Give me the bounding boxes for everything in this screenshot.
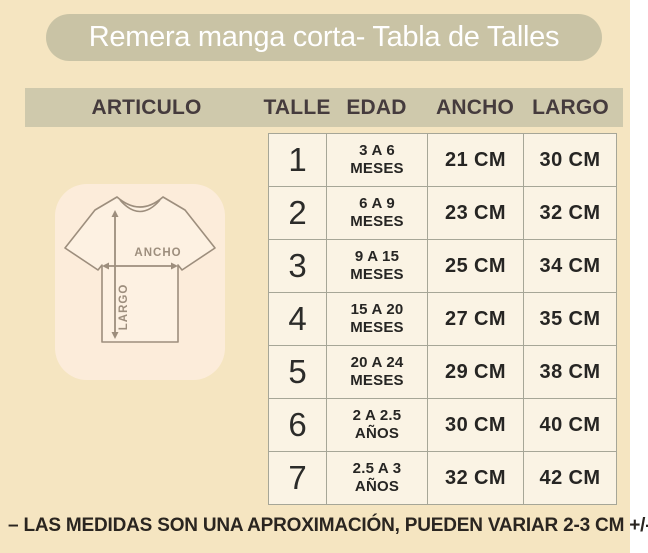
- age-line-1: 2 A 2.5: [352, 407, 402, 424]
- size-cell: 4: [269, 293, 327, 346]
- column-header-talle: TALLE: [263, 95, 331, 119]
- width-cell: 25 CM: [428, 240, 524, 293]
- size-cell: 1: [269, 134, 327, 187]
- length-cell: 42 CM: [524, 452, 617, 505]
- page-title: Remera manga corta- Tabla de Talles: [46, 14, 602, 61]
- age-line-1: 6 A 9: [359, 195, 395, 212]
- age-cell: 9 A 15 MESES: [327, 240, 428, 293]
- size-cell: 7: [269, 452, 327, 505]
- age-line-1: 15 A 20: [350, 301, 404, 318]
- age-cell: 6 A 9 MESES: [327, 187, 428, 240]
- ancho-arrow: ANCHO: [102, 247, 181, 270]
- age-line-1: 20 A 24: [350, 354, 404, 371]
- length-cell: 32 CM: [524, 187, 617, 240]
- size-cell: 3: [269, 240, 327, 293]
- length-cell: 40 CM: [524, 399, 617, 452]
- width-cell: 23 CM: [428, 187, 524, 240]
- age-line-2: MESES: [350, 372, 404, 389]
- age-line-2: AÑOS: [354, 425, 400, 442]
- size-table: 1 3 A 6 MESES 21 CM 30 CM 2 6 A 9 MESES …: [268, 133, 617, 505]
- article-diagram-panel: ANCHO LARGO: [55, 184, 225, 380]
- length-cell: 34 CM: [524, 240, 617, 293]
- age-line-2: MESES: [350, 160, 404, 177]
- width-cell: 30 CM: [428, 399, 524, 452]
- width-cell: 29 CM: [428, 346, 524, 399]
- width-cell: 27 CM: [428, 293, 524, 346]
- width-cell: 21 CM: [428, 134, 524, 187]
- width-cell: 32 CM: [428, 452, 524, 505]
- tshirt-measurement-diagram-icon: ANCHO LARGO: [64, 196, 216, 343]
- length-cell: 35 CM: [524, 293, 617, 346]
- largo-arrow: LARGO: [111, 210, 130, 339]
- age-cell: 20 A 24 MESES: [327, 346, 428, 399]
- age-line-2: MESES: [350, 319, 404, 336]
- age-line-1: 9 A 15: [354, 248, 400, 265]
- age-line-1: 3 A 6: [359, 142, 395, 159]
- age-line-2: MESES: [350, 266, 404, 283]
- column-header-ancho: ANCHO: [436, 95, 514, 119]
- age-line-2: AÑOS: [354, 478, 400, 495]
- largo-label: LARGO: [118, 284, 130, 331]
- length-cell: 38 CM: [524, 346, 617, 399]
- size-cell: 6: [269, 399, 327, 452]
- age-line-1: 2.5 A 3: [352, 460, 402, 477]
- column-header-edad: EDAD: [346, 95, 407, 119]
- column-header-articulo: ARTICULO: [91, 95, 202, 119]
- age-cell: 15 A 20 MESES: [327, 293, 428, 346]
- age-line-2: MESES: [350, 213, 404, 230]
- tshirt-outline: [64, 196, 216, 343]
- age-cell: 2.5 A 3 AÑOS: [327, 452, 428, 505]
- age-cell: 3 A 6 MESES: [327, 134, 428, 187]
- page-title-text: Remera manga corta- Tabla de Talles: [88, 21, 560, 53]
- disclaimer-note: – LAS MEDIDAS SON UNA APROXIMACIÓN, PUED…: [8, 515, 648, 536]
- size-cell: 2: [269, 187, 327, 240]
- column-header-largo: LARGO: [532, 95, 609, 119]
- length-cell: 30 CM: [524, 134, 617, 187]
- ancho-label: ANCHO: [134, 247, 181, 259]
- size-cell: 5: [269, 346, 327, 399]
- age-cell: 2 A 2.5 AÑOS: [327, 399, 428, 452]
- table-header-band: ARTICULO TALLE EDAD ANCHO LARGO: [25, 88, 623, 127]
